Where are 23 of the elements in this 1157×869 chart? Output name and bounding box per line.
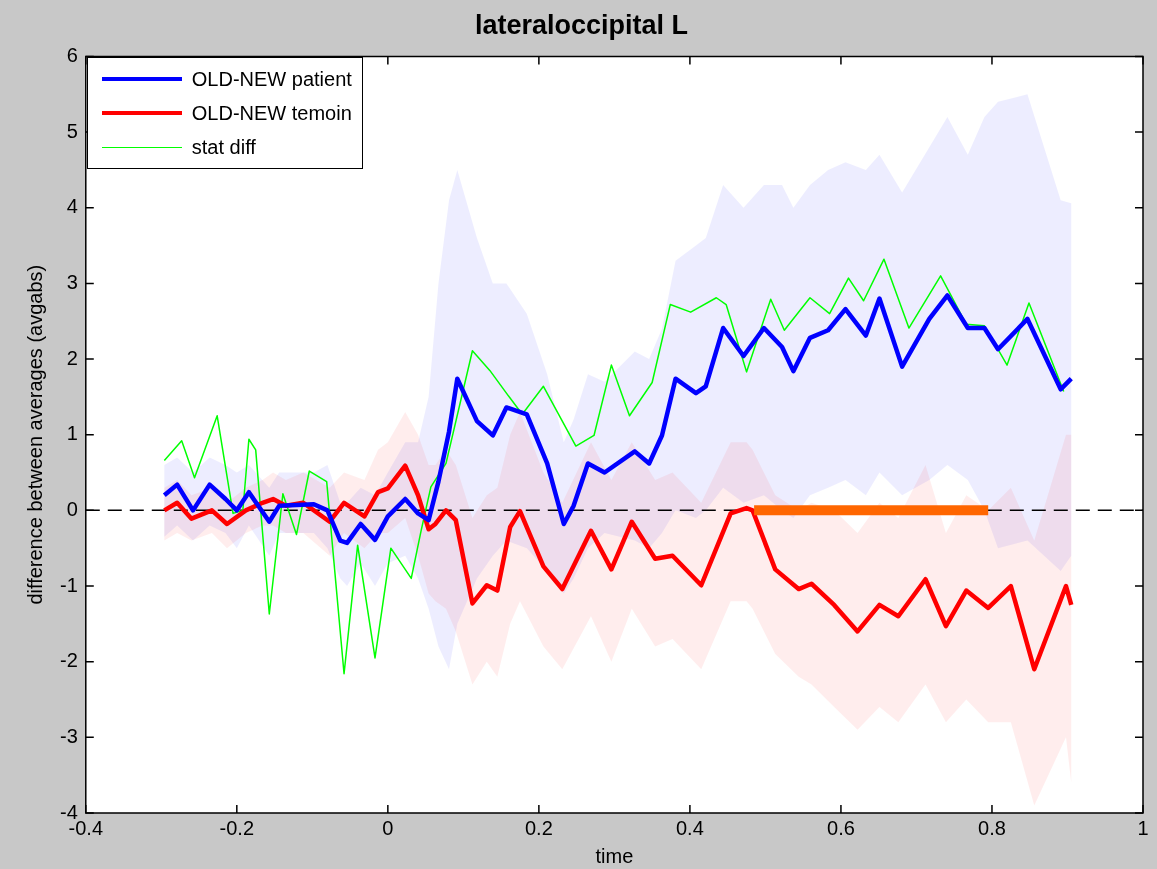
legend-label: OLD-NEW temoin (191, 101, 352, 125)
y-tick-label: 1 (66, 422, 78, 445)
y-tick-label: 3 (66, 270, 78, 293)
y-tick-label: 2 (66, 346, 78, 369)
y-tick-label: 0 (66, 497, 78, 520)
legend-label: stat diff (191, 135, 256, 159)
y-tick-label: -2 (59, 649, 78, 672)
y-tick-label: 4 (66, 195, 78, 218)
x-axis-title: time (595, 844, 634, 867)
y-tick-label: 5 (66, 119, 78, 142)
y-tick-label: -3 (59, 724, 78, 747)
x-tick-label: 1 (1137, 816, 1149, 839)
x-tick-label: 0.2 (524, 816, 553, 839)
y-tick-label: -1 (59, 573, 78, 596)
legend-label: OLD-NEW patient (191, 67, 352, 91)
chart-title: lateraloccipital L (474, 9, 689, 40)
y-axis-title: difference between averages (avgabs) (23, 264, 46, 605)
y-tick-label: 6 (66, 43, 78, 66)
x-tick-label: -0.2 (219, 816, 255, 839)
x-tick-label: 0.8 (978, 816, 1006, 839)
x-tick-label: 0.6 (827, 816, 855, 839)
x-tick-label: 0.4 (676, 816, 704, 839)
x-tick-label: 0 (382, 816, 394, 839)
